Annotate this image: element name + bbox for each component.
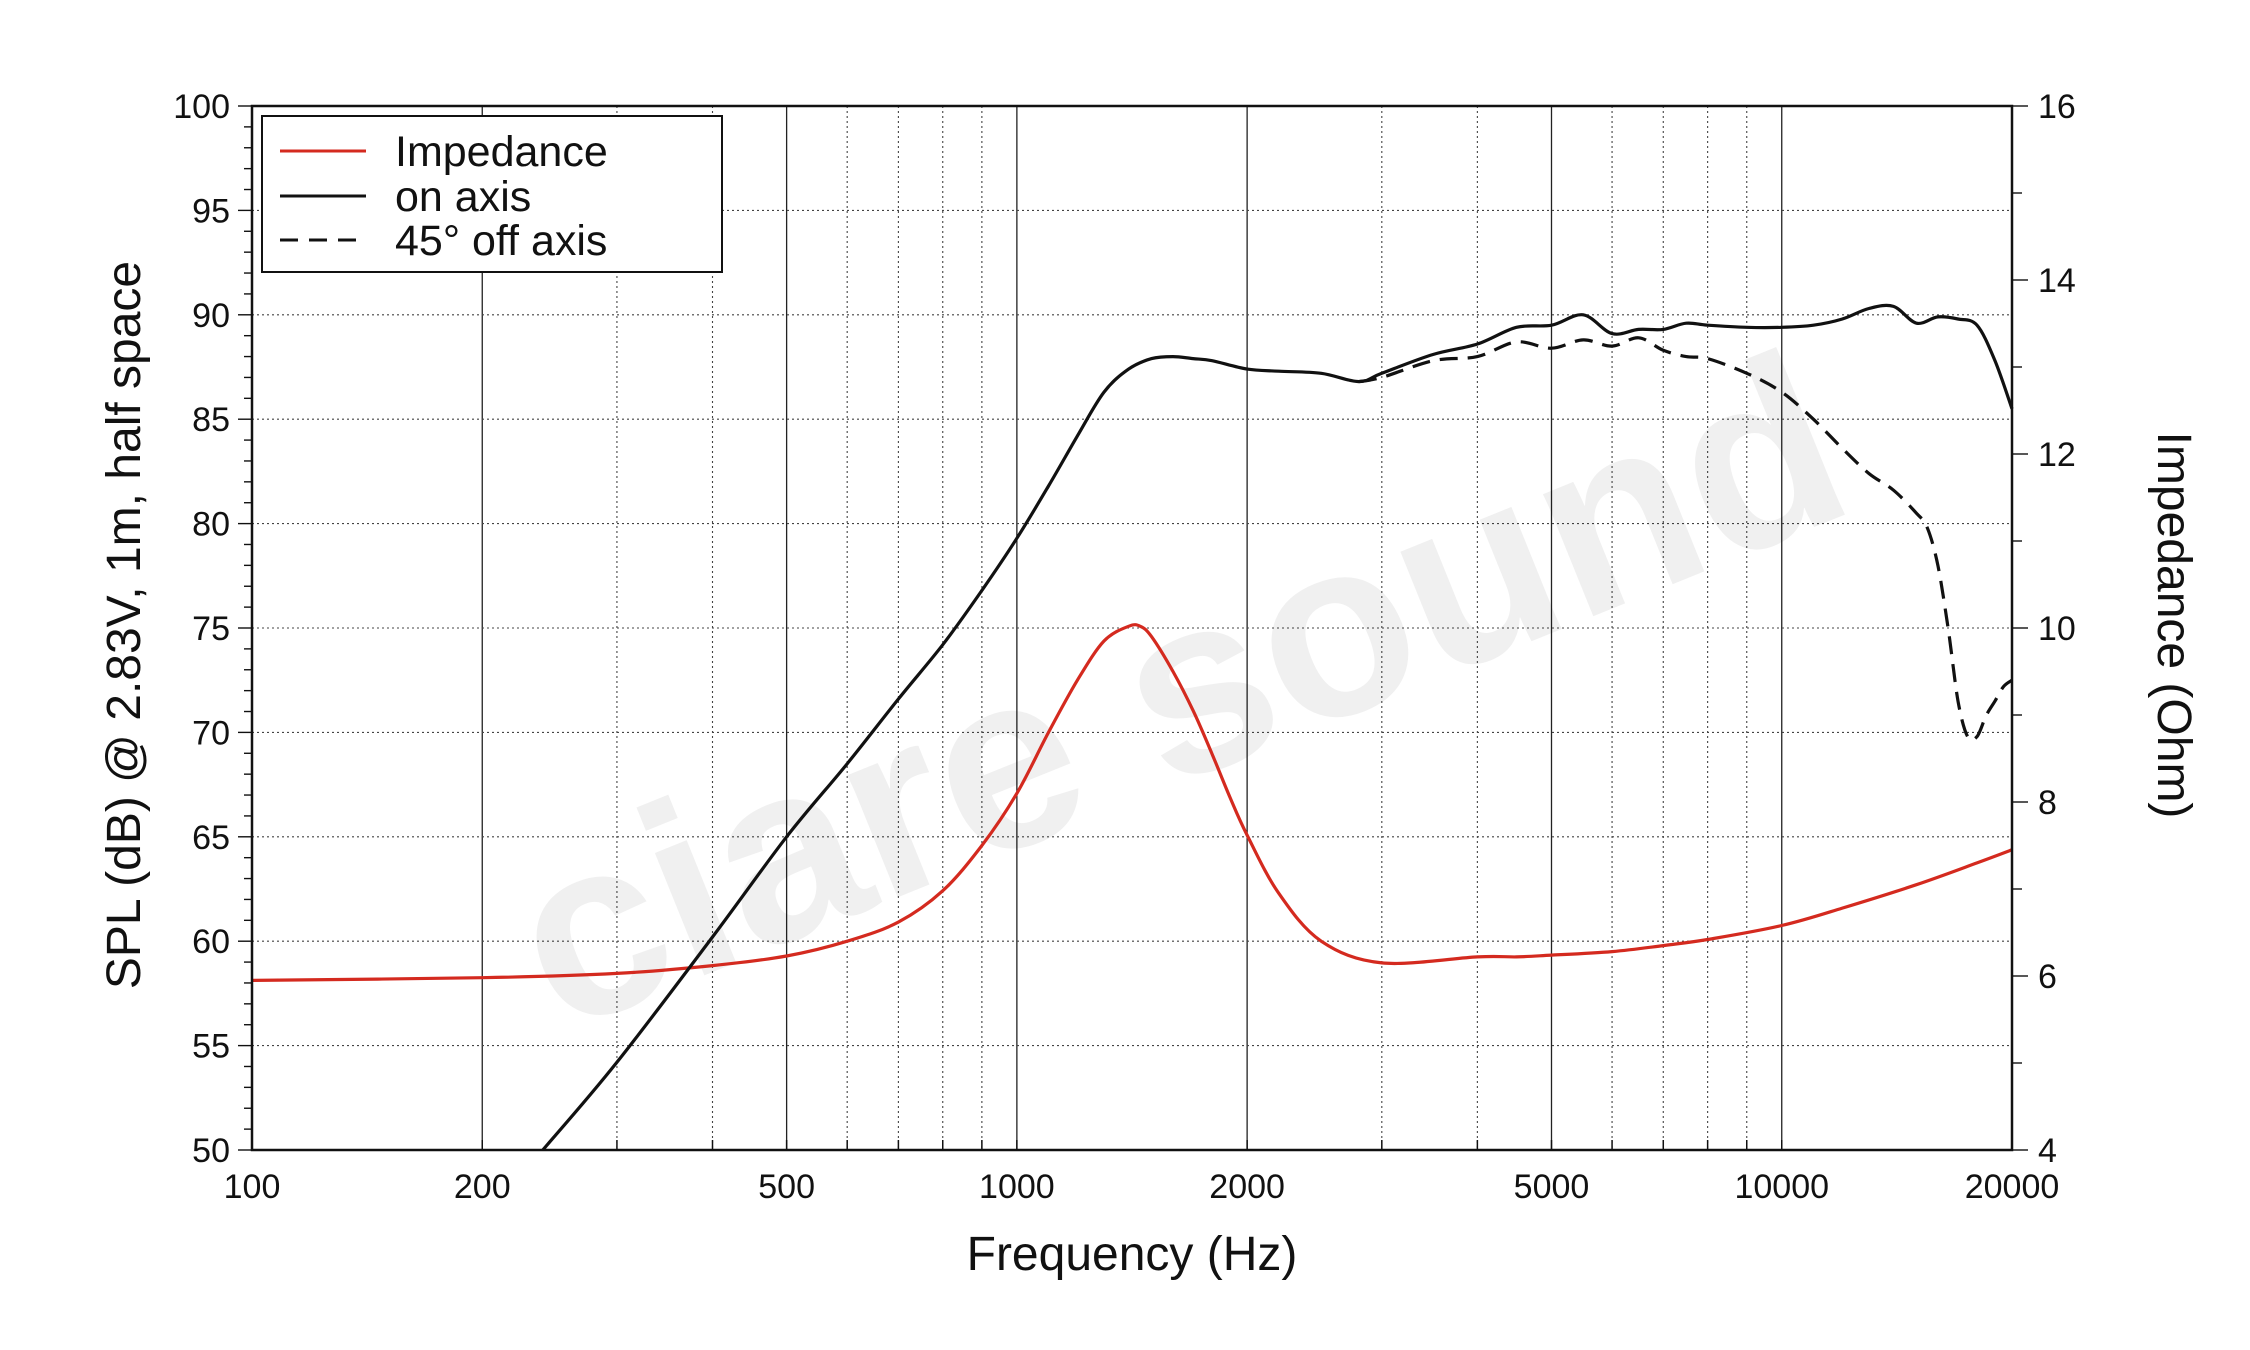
- x-tick-label: 2000: [1209, 1168, 1285, 1206]
- y2-axis-title: Impedance (Ohm): [2147, 432, 2200, 819]
- y2-tick-label: 8: [2038, 784, 2057, 822]
- y2-tick-label: 16: [2038, 88, 2076, 126]
- x-tick-label: 200: [454, 1168, 511, 1206]
- x-tick-label: 20000: [1965, 1168, 2060, 1206]
- x-tick-label: 500: [758, 1168, 815, 1206]
- legend-box: [261, 115, 723, 273]
- grid: [252, 106, 2012, 1150]
- y2-tick-label: 4: [2038, 1132, 2057, 1170]
- off-axis-45-curve: [1358, 336, 2013, 742]
- series-layer: [251, 303, 2014, 1152]
- on-axis-curve: [541, 303, 2014, 1152]
- legend-label-on-axis: on axis: [395, 173, 531, 221]
- x-tick-label: 5000: [1514, 1168, 1590, 1206]
- y2-tick-label: 10: [2038, 610, 2076, 648]
- y-tick-label: 95: [192, 192, 230, 230]
- y-tick-label: 80: [192, 506, 230, 544]
- x-tick-label: 10000: [1734, 1168, 1829, 1206]
- x-axis: 100 200 500 1000 2000 5000 10000 20000: [224, 1140, 2060, 1206]
- impedance-curve: [251, 623, 2013, 982]
- x-axis-title: Frequency (Hz): [967, 1228, 1298, 1281]
- legend-label-off-axis: 45° off axis: [395, 217, 607, 265]
- x-tick-label: 1000: [979, 1168, 1055, 1206]
- y2-tick-label: 14: [2038, 262, 2076, 300]
- y-tick-label: 85: [192, 401, 230, 439]
- y2-tick-label: 6: [2038, 958, 2057, 996]
- y-tick-label: 70: [192, 714, 230, 752]
- y-tick-label: 60: [192, 923, 230, 961]
- y-tick-label: 100: [173, 88, 230, 126]
- legend: Impedance on axis 45° off axis: [261, 115, 723, 273]
- y-axis-left: 50 55 60 65 70 75 80 85 90 95 100: [173, 88, 252, 1170]
- y2-tick-label: 12: [2038, 436, 2076, 474]
- y-tick-label: 65: [192, 819, 230, 857]
- y-tick-label: 75: [192, 610, 230, 648]
- y-tick-label: 55: [192, 1028, 230, 1066]
- y-axis-right: 4 6 8 10 12 14 16: [2012, 88, 2076, 1170]
- y-tick-label: 50: [192, 1132, 230, 1170]
- y-tick-label: 90: [192, 297, 230, 335]
- x-tick-label: 100: [224, 1168, 281, 1206]
- legend-label-impedance: Impedance: [395, 128, 608, 176]
- y-axis-title: SPL (dB) @ 2.83V, 1m, half space: [98, 261, 151, 989]
